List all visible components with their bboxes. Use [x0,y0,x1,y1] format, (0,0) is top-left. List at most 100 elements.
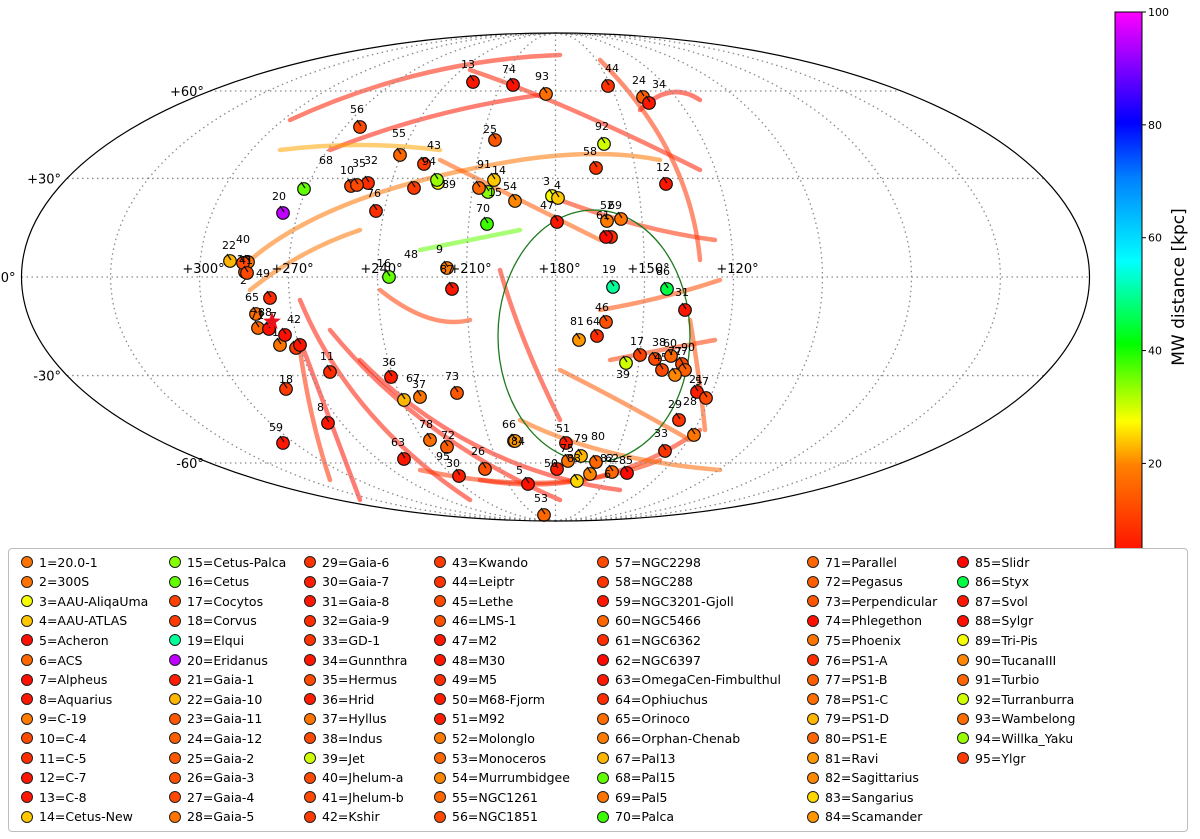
stream-markers: 1234567891011121314151617181920212223242… [222,58,713,522]
legend-label: 8=Aquarius [39,691,113,707]
stream-number-label: 44 [605,62,619,75]
galactic-center-star [263,312,281,329]
stream-marker-73 [450,386,464,400]
legend-entry: 78=PS1-C [807,690,888,708]
stream-marker-28 [687,428,701,442]
legend-label: 39=Jet [322,750,365,766]
legend-entry: 53=Monoceros [434,749,546,767]
direction-tick [364,175,370,183]
stream-number-label: 38 [652,336,666,349]
legend-label: 3=AAU-AliqaUma [39,593,149,609]
stream-marker-35 [350,178,364,192]
stream-number-label: 29 [668,398,682,411]
stream-marker-72 [440,440,454,454]
stream-number-label: 59 [269,421,283,434]
colorbar-gradient [1114,11,1143,566]
legend-entry: 68=Pal15 [597,769,675,787]
stream-number-label: 78 [419,418,433,431]
stream-marker-12 [659,177,673,191]
legend-entry: 71=Parallel [807,553,897,571]
colorbar-tick-label: 100 [1148,6,1169,19]
stream-number-label: 55 [392,127,406,140]
stream-marker-87 [445,282,459,296]
legend-marker [21,634,33,647]
direction-tick [623,465,629,473]
direction-tick [562,435,568,443]
stream-number-label: 85 [619,454,633,467]
direction-tick [511,433,517,441]
stream-marker-76 [369,204,383,218]
stream-number-label: 31 [675,286,689,299]
stream-marker-56 [353,120,367,134]
direction-tick [681,362,687,370]
legend-marker [21,693,33,706]
legend-marker [169,673,181,686]
legend-entry: 69=Pal5 [597,788,667,806]
legend-label: 65=Orinoco [615,711,690,727]
direction-tick [396,147,402,155]
stream-marker-93 [539,87,553,101]
legend-label: 46=LMS-1 [452,613,517,629]
direction-tick [609,279,615,287]
legend-marker [169,556,181,568]
direction-tick [387,369,393,377]
stream-number-label: 95 [436,450,450,463]
direction-tick [324,415,330,423]
legend-entry: 59=NGC3201-Gjoll [597,592,734,610]
legend-marker [21,732,33,745]
legend-entry: 1=20.0-1 [21,553,98,571]
legend-label: 74=Phlegethon [825,613,923,629]
legend-entry: 86=Styx [957,573,1029,591]
legend-entry: 29=Gaia-6 [304,553,389,571]
legend-entry: 35=Hermus [304,671,397,689]
direction-tick [455,468,461,476]
stream-number-label: 56 [350,103,364,116]
direction-tick [592,160,598,168]
legend-label: 71=Parallel [825,554,897,570]
direction-tick [279,205,285,213]
legend-label: 41=Jhelum-b [322,789,404,805]
stream-number-label: 21 [689,373,703,386]
stream-marker-50 [550,462,564,476]
stream-number-label: 53 [534,492,548,505]
legend-marker [21,614,33,627]
legend-label: 94=Willka_Yaku [975,730,1074,746]
stream-marker-58 [589,161,603,175]
stream-marker-67 [397,393,411,407]
legend-label: 6=ACS [39,652,83,668]
stream-marker-79 [574,449,588,463]
legend-marker [304,556,316,568]
stream-number-label: 2 [240,274,247,287]
lat-tick-label: +30° [27,172,61,187]
legend-label: 56=NGC1851 [452,809,538,825]
legend-entry: 38=Indus [304,729,382,747]
legend-marker [21,791,33,804]
stream-marker-33 [658,444,672,458]
direction-tick [443,439,449,447]
legend-entry: 17=Cocytos [169,592,263,610]
legend-marker [434,752,446,764]
legend-marker [434,791,446,804]
direction-tick [586,466,592,474]
legend-label: 20=Eridanus [187,652,268,668]
legend-label: 87=Svol [975,593,1028,609]
legend-entry: 16=Cetus [169,573,249,591]
direction-tick [702,390,708,398]
legend-label: 34=Gunnthra [322,652,408,668]
stream-number-label: 72 [441,429,455,442]
meridian-line [465,32,556,522]
stream-marker-44 [601,79,615,93]
direction-tick [282,381,288,389]
legend-entry: 51=M92 [434,710,505,728]
legend-label: 90=TucanaIII [975,652,1057,668]
direction-tick [622,355,628,363]
direction-tick [667,348,673,356]
legend-label: 47=M2 [452,632,498,648]
legend-label: 92=Turranburra [975,691,1075,707]
legend-entry: 82=Sagittarius [807,769,919,787]
legend-marker [807,556,819,568]
stream-number-label: 36 [382,356,396,369]
legend-entry: 56=NGC1851 [434,808,538,826]
legend-label: 77=PS1-B [825,672,888,688]
stream-number-label: 37 [412,378,426,391]
